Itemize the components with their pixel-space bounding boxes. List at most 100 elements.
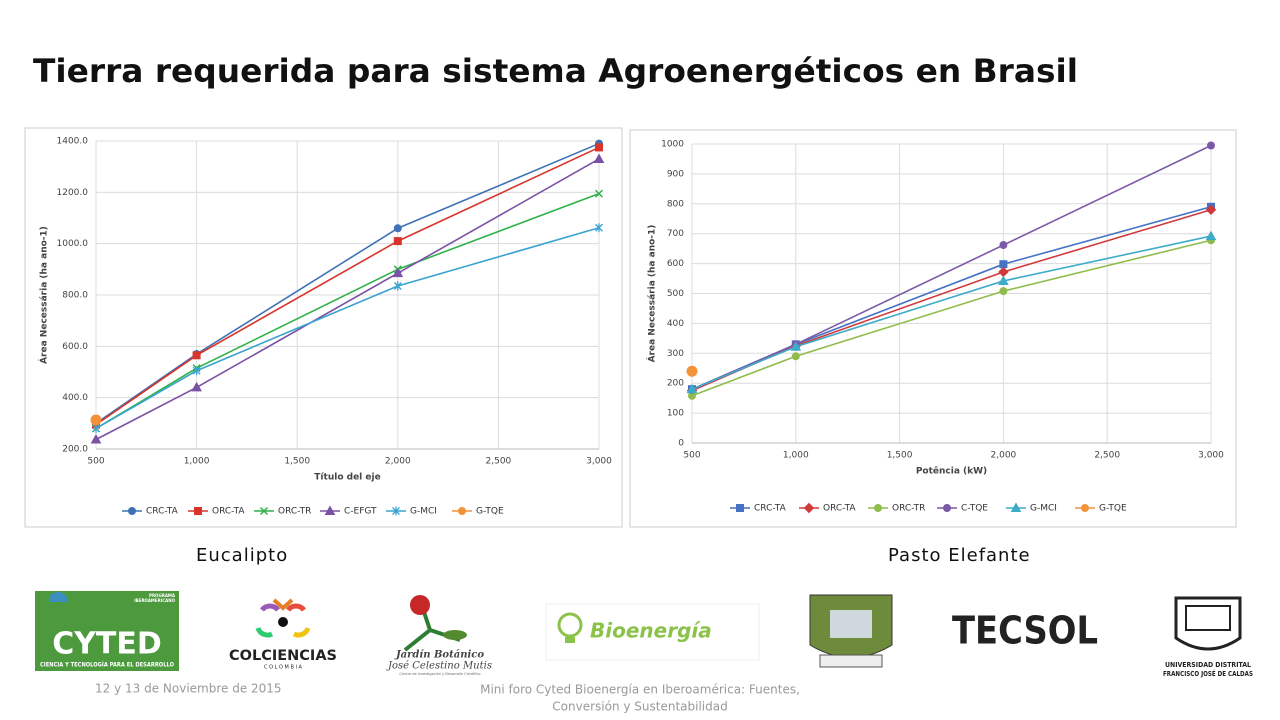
caption: Eucalipto	[196, 545, 288, 566]
logo-escudo	[809, 594, 893, 668]
y-tick-label: 800.0	[62, 291, 88, 301]
legend-label: CRC-TA	[754, 504, 787, 514]
marker	[1207, 141, 1215, 150]
y-axis-title: Área Necessária (ha ano-1)	[646, 225, 658, 363]
legend-marker	[943, 504, 951, 512]
logo-text: PROGRAMA	[149, 593, 176, 598]
legend-label: ORC-TR	[892, 504, 925, 514]
marker	[90, 414, 102, 426]
marker	[998, 275, 1009, 285]
y-tick-label: 700	[667, 229, 684, 239]
y-tick-label: 200	[667, 379, 684, 389]
y-tick-label: 600.0	[62, 342, 88, 352]
marker	[790, 341, 802, 351]
marker	[393, 281, 402, 291]
y-tick-label: 1200.0	[57, 188, 89, 198]
x-tick-label: 2,000	[385, 457, 411, 467]
legend-marker	[736, 504, 744, 512]
footer-date: 12 y 13 de Noviembre de 2015	[95, 682, 282, 696]
legend-label: G-MCI	[1030, 504, 1057, 514]
x-tick-label: 3,000	[586, 457, 612, 467]
y-tick-label: 800	[667, 199, 684, 209]
footer-event: Mini foro Cyted Bioenergía en Iberoaméri…	[480, 683, 800, 697]
logo-text: Bioenergía	[590, 619, 712, 643]
marker	[593, 153, 605, 163]
logo-text: C O L O M B I A	[264, 665, 302, 671]
x-tick-label: 1,000	[783, 451, 809, 461]
x-tick-label: 500	[683, 451, 700, 461]
logo-udistrital: UNIVERSIDAD DISTRITAL FRANCISCO JOSÉ DE …	[1163, 596, 1253, 678]
marker	[999, 287, 1008, 296]
marker	[1205, 204, 1217, 215]
chart-frame	[24, 127, 623, 528]
logo-text: CIENCIA Y TECNOLOGÍA PARA EL DESARROLLO	[40, 661, 174, 669]
legend-marker	[259, 506, 269, 516]
marker	[686, 365, 698, 377]
y-tick-label: 1000	[661, 140, 684, 150]
legend-marker	[392, 506, 400, 516]
marker	[999, 260, 1008, 269]
logo-bioenergia: Bioenergía	[545, 603, 760, 661]
y-axis-title: Área Necessária (ha ano-1)	[38, 226, 50, 364]
marker	[791, 352, 800, 361]
marker	[595, 143, 603, 152]
series-line	[95, 226, 600, 430]
marker	[686, 383, 698, 394]
marker	[392, 267, 404, 278]
legend-label: C-EFGT	[344, 507, 377, 517]
logo-jardin: Jardín Botánico José Celestino Mutis Cen…	[386, 595, 492, 676]
y-tick-label: 1400.0	[57, 137, 89, 147]
series-line	[95, 146, 600, 426]
x-tick-label: 2,500	[486, 457, 512, 467]
y-tick-label: 900	[667, 169, 684, 179]
series-line	[691, 144, 1212, 391]
series-line	[95, 142, 600, 424]
logo-text: TECSOL	[952, 609, 1098, 653]
y-tick-label: 400	[667, 319, 684, 329]
logo-text: IBEROAMERICANO	[134, 598, 175, 603]
chart-frame	[629, 129, 1237, 528]
x-tick-label: 500	[87, 457, 104, 467]
y-tick-label: 100	[667, 409, 684, 419]
legend-label: CRC-TA	[146, 507, 179, 517]
series-line	[95, 192, 600, 430]
marker	[1205, 230, 1217, 241]
legend-marker	[874, 504, 882, 512]
marker	[594, 189, 604, 198]
marker	[192, 366, 201, 376]
legend-marker	[128, 507, 136, 515]
legend-marker	[1081, 504, 1089, 512]
legend-label: ORC-TA	[212, 507, 245, 517]
y-tick-label: 1000.0	[57, 239, 89, 249]
y-tick-label: 400.0	[62, 393, 88, 403]
y-tick-label: 300	[667, 349, 684, 359]
legend-label: ORC-TA	[823, 504, 856, 514]
x-tick-label: 1,000	[184, 457, 210, 467]
legend-label: G-TQE	[476, 507, 504, 517]
logo-text: CYTED	[52, 627, 162, 662]
series-line	[95, 158, 600, 441]
x-axis-title: Potência (kW)	[916, 466, 987, 477]
y-tick-label: 0	[678, 439, 684, 449]
x-tick-label: 1,500	[284, 457, 310, 467]
logo-text: UNIVERSIDAD DISTRITAL	[1165, 661, 1251, 669]
y-tick-label: 600	[667, 259, 684, 269]
logo-tecsol: TECSOL	[950, 604, 1100, 659]
legend-marker	[1010, 502, 1022, 512]
slide-title: Tierra requerida para sistema Agroenergé…	[33, 52, 1078, 90]
legend-label: G-TQE	[1099, 504, 1127, 514]
y-tick-label: 200.0	[62, 445, 88, 455]
legend-label: C-TQE	[961, 504, 988, 514]
marker	[999, 241, 1008, 250]
x-tick-label: 3,000	[1198, 451, 1224, 461]
legend-marker	[194, 507, 202, 515]
marker	[191, 381, 202, 392]
marker	[90, 433, 102, 444]
logo-cyted: PROGRAMA IBEROAMERICANO CYTED CIENCIA Y …	[35, 591, 179, 671]
y-tick-label: 500	[667, 289, 684, 299]
x-tick-label: 1,500	[887, 451, 913, 461]
marker	[192, 351, 201, 360]
caption: Pasto Elefante	[888, 545, 1031, 566]
logo-colciencias: COLCIENCIAS C O L O M B I A	[229, 598, 337, 671]
